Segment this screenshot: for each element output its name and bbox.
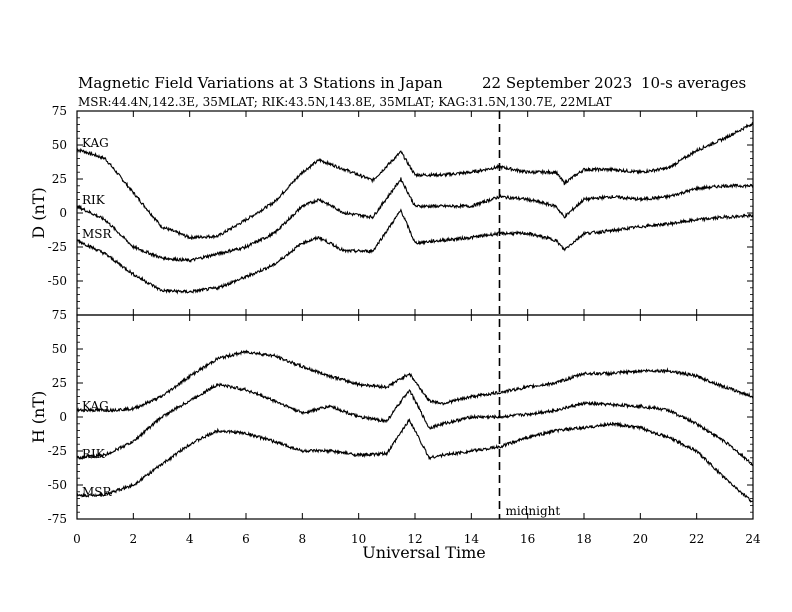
y-tick-label: 0 [59,206,67,220]
chart-title: Magnetic Field Variations at 3 Stations … [78,74,443,92]
chart-averaging: 10-s averages [641,74,746,92]
y-axis-label: D (nT) [29,187,48,238]
x-tick-label: 8 [299,532,307,546]
series-line-kag [76,349,754,413]
y-tick-label: -25 [48,444,67,458]
series-label-rik: RIK [82,193,106,207]
series-label-msr: MSR [82,485,113,499]
y-tick-label: 25 [52,172,67,186]
panel-h: 75 50 25 0 -25 -50 -75 H (nT) KAG RIK MSR [29,308,754,526]
panel-frame [76,110,754,316]
x-tick-label: 20 [633,532,648,546]
midnight-marker: midnight [498,111,561,519]
series-label-rik: RIK [82,447,106,461]
x-tick-label: 6 [242,532,250,546]
y-tick-label: -75 [48,512,67,526]
series-label-kag: KAG [82,399,109,413]
y-axis-label: H (nT) [29,391,48,444]
x-tick-label: 24 [745,532,761,546]
x-axis: 0 2 4 6 8 10 12 14 16 18 20 22 24 [73,532,761,546]
x-tick-label: 12 [407,532,422,546]
x-tick-label: 4 [186,532,194,546]
station-info: MSR:44.4N,142.3E, 35MLAT; RIK:43.5N,143.… [78,95,612,109]
x-tick-label: 14 [464,532,480,546]
x-tick-label: 18 [576,532,591,546]
series-label-kag: KAG [82,136,109,150]
y-tick-label: 50 [52,138,67,152]
x-tick-label: 22 [689,532,704,546]
x-tick-label: 2 [130,532,138,546]
y-tick-label: 0 [59,410,67,424]
y-tick-label: -25 [48,240,67,254]
y-tick-label: 25 [52,376,67,390]
y-tick-label: 50 [52,342,67,356]
series-label-msr: MSR [82,227,113,241]
x-tick-label: 10 [351,532,366,546]
panel-d: 75 50 25 0 -25 -50 D (nT) KAG RIK MSR [29,104,754,316]
panel-frame [76,314,754,520]
y-tick-label: -50 [48,274,67,288]
series-line-rik [76,382,754,467]
series-line-kag [77,121,754,241]
series-line-msr [76,208,754,295]
y-tick-label: -50 [48,478,67,492]
y-tick-label: 75 [52,104,67,118]
chart-date: 22 September 2023 [482,74,632,92]
x-tick-label: 16 [520,532,535,546]
series-line-rik [76,177,754,263]
x-axis-label: Universal Time [362,543,485,562]
x-tick-label: 0 [73,532,81,546]
midnight-label: midnight [506,504,561,518]
y-tick-label: 75 [52,308,67,322]
series-line-msr [76,417,754,503]
